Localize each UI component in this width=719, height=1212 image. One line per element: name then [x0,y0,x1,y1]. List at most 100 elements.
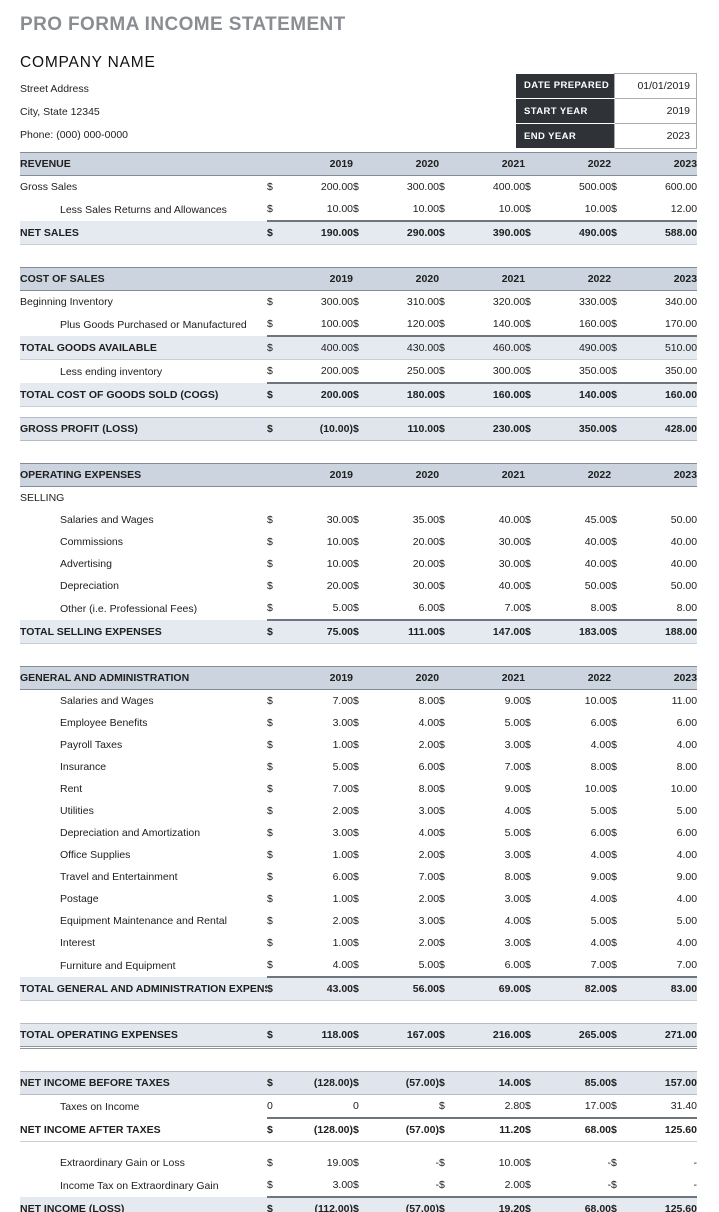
currency-cell-2021: $ [439,1071,465,1095]
currency-cell-2021: $ [439,783,445,795]
currency-cell-2020: $ [353,1157,359,1169]
amount-cell-2021: 4.00 [504,805,526,817]
currency-cell-2019: $ [267,203,273,215]
currency-cell-2023: $ [611,558,617,570]
currency-cell-2023: $ [611,937,617,949]
currency-cell-2023: $ [611,619,638,644]
row-label: Travel and Entertainment [60,871,178,883]
row-depreciation-and-amortization: Depreciation and Amortization $3.00 $4.00 $… [20,822,697,844]
amount-cell-2020: 4.00 [418,717,440,729]
info-label-date-prepared: DATE PREPARED [516,73,615,99]
amount-cell-2020: 3.00 [418,915,440,927]
currency-cell-2020: $ [353,959,359,971]
currency-cell-2022: $ [525,1100,531,1112]
amount-cell-2022: 68.00 [551,1117,611,1142]
amount-cell-2021: 147.00 [465,619,526,644]
currency-cell-2020: $ [353,849,359,861]
amount-cell-2023: 50.00 [670,514,698,526]
row-net-income-after-taxes: NET INCOME AFTER TAXES $ (128.00) $ (57.00) $… [20,1117,697,1142]
currency-cell-2022: $ [525,558,531,570]
amount-cell-2021: 10.00 [498,1157,525,1169]
currency-cell-2021: $ [439,220,466,245]
info-row-end-year: END YEAR 2023 [516,123,697,149]
amount-cell-2019: (128.00) [293,1117,353,1142]
row-total-goods-available: TOTAL GOODS AVAILABLE $400.00 $430.00 $460.… [20,335,698,360]
amount-cell-2022: 50.00 [584,580,612,592]
currency-cell-2023: $ [611,871,617,883]
amount-cell-2019: 1.00 [332,849,354,861]
currency-cell-2023: $ [611,761,617,773]
currency-cell-2020: $ [353,937,359,949]
amount-cell-2021: 40.00 [498,514,526,526]
currency-cell-2023: $ [611,1117,637,1142]
currency-cell-2022: $ [525,514,531,526]
info-label-start-year: START YEAR [516,98,615,124]
currency-cell-2019: $ [267,181,273,193]
amount-cell-2019 [293,1095,353,1119]
amount-cell-2021: 30.00 [498,558,526,570]
amount-cell-2021: 10.00 [498,203,526,215]
row-label: NET INCOME (LOSS) [20,1197,267,1212]
amount-cell-2019: 5.00 [332,602,354,614]
currency-cell-2019: $ [267,536,273,548]
section-operating-expenses: OPERATING EXPENSES 2019 2020 2021 2022 2023 SE… [20,463,698,644]
currency-cell-2021: $ [439,1117,465,1142]
currency-cell-2021: $ [439,871,445,883]
currency-cell-2020: $ [353,893,359,905]
currency-cell-2023: $ [611,1157,617,1169]
amount-cell-2022: 85.00 [551,1071,611,1095]
row-plus-goods-purchased-or-manufactured: Plus Goods Purchased or Manufactured $100… [20,313,697,336]
amount-cell-2023: 7.00 [676,959,698,971]
currency-cell-2019: $ [267,959,273,971]
section-title: GENERAL AND ADMINISTRATION [20,666,267,690]
currency-cell-2019: $ [267,1071,293,1095]
currency-cell-2023: $ [611,1179,617,1191]
currency-cell-2022: $ [525,849,531,861]
currency-cell-2022: $ [525,783,531,795]
currency-cell-2022: $ [525,717,531,729]
table-revenue: REVENUE 2019 2020 2021 2022 2023 Gross Sales $2… [20,152,698,245]
row-advertising: Advertising $10.00 $20.00 $30.00 $40.00 $40.0… [20,553,697,575]
amount-cell-2021: 216.00 [465,1023,525,1049]
currency-cell-2023: $ [611,717,617,729]
amount-cell-2022: 8.00 [590,761,612,773]
amount-cell-2019: 20.00 [326,580,354,592]
year-header-2019: 2019 [267,666,354,690]
amount-cell-2021: 5.00 [504,717,526,729]
row-label: TOTAL OPERATING EXPENSES [20,1023,267,1049]
amount-cell-2023: 40.00 [670,536,698,548]
currency-cell-2019: $ [267,602,273,614]
currency-cell-2020: $ [353,1117,379,1142]
amount-cell-2023: - [693,1157,698,1169]
currency-cell-2022: $ [525,959,531,971]
amount-cell-2021: 2.00 [504,1179,525,1191]
row-label: TOTAL SELLING EXPENSES [20,620,267,644]
amount-cell-2020: 35.00 [412,514,440,526]
amount-cell-2019: 118.00 [293,1023,353,1049]
year-header-2019: 2019 [267,267,354,291]
year-header-2020: 2020 [353,152,440,176]
currency-cell-2021: $ [439,717,445,729]
currency-cell-2022: $ [525,805,531,817]
currency-cell-2021: $ [439,602,445,614]
currency-cell-2021: $ [439,849,445,861]
currency-cell-2022: $ [525,1023,551,1049]
currency-cell-2022: $ [525,1179,531,1191]
amount-cell-2022: 68.00 [551,1196,611,1212]
amount-cell-2020: 3.00 [418,805,440,817]
amount-cell-2019: 75.00 [293,619,354,644]
amount-cell-2023: 4.00 [676,849,698,861]
section-title: REVENUE [20,152,267,176]
amount-cell-2023 [637,486,698,509]
amount-cell-2023: 600.00 [664,181,698,193]
amount-cell-2023: 125.60 [637,1117,697,1142]
currency-cell-2022: $ [525,1071,551,1095]
amount-cell-2023: 6.00 [676,827,698,839]
amount-cell-2019: 7.00 [332,783,354,795]
amount-cell-2020: 180.00 [379,382,440,407]
section-title: COST OF SALES [20,267,267,291]
currency-cell-2021: $ [439,1196,465,1212]
currency-cell-2021: $ [439,514,445,526]
currency-cell-2023: $ [611,335,638,360]
amount-cell-2019: 6.00 [332,871,354,883]
